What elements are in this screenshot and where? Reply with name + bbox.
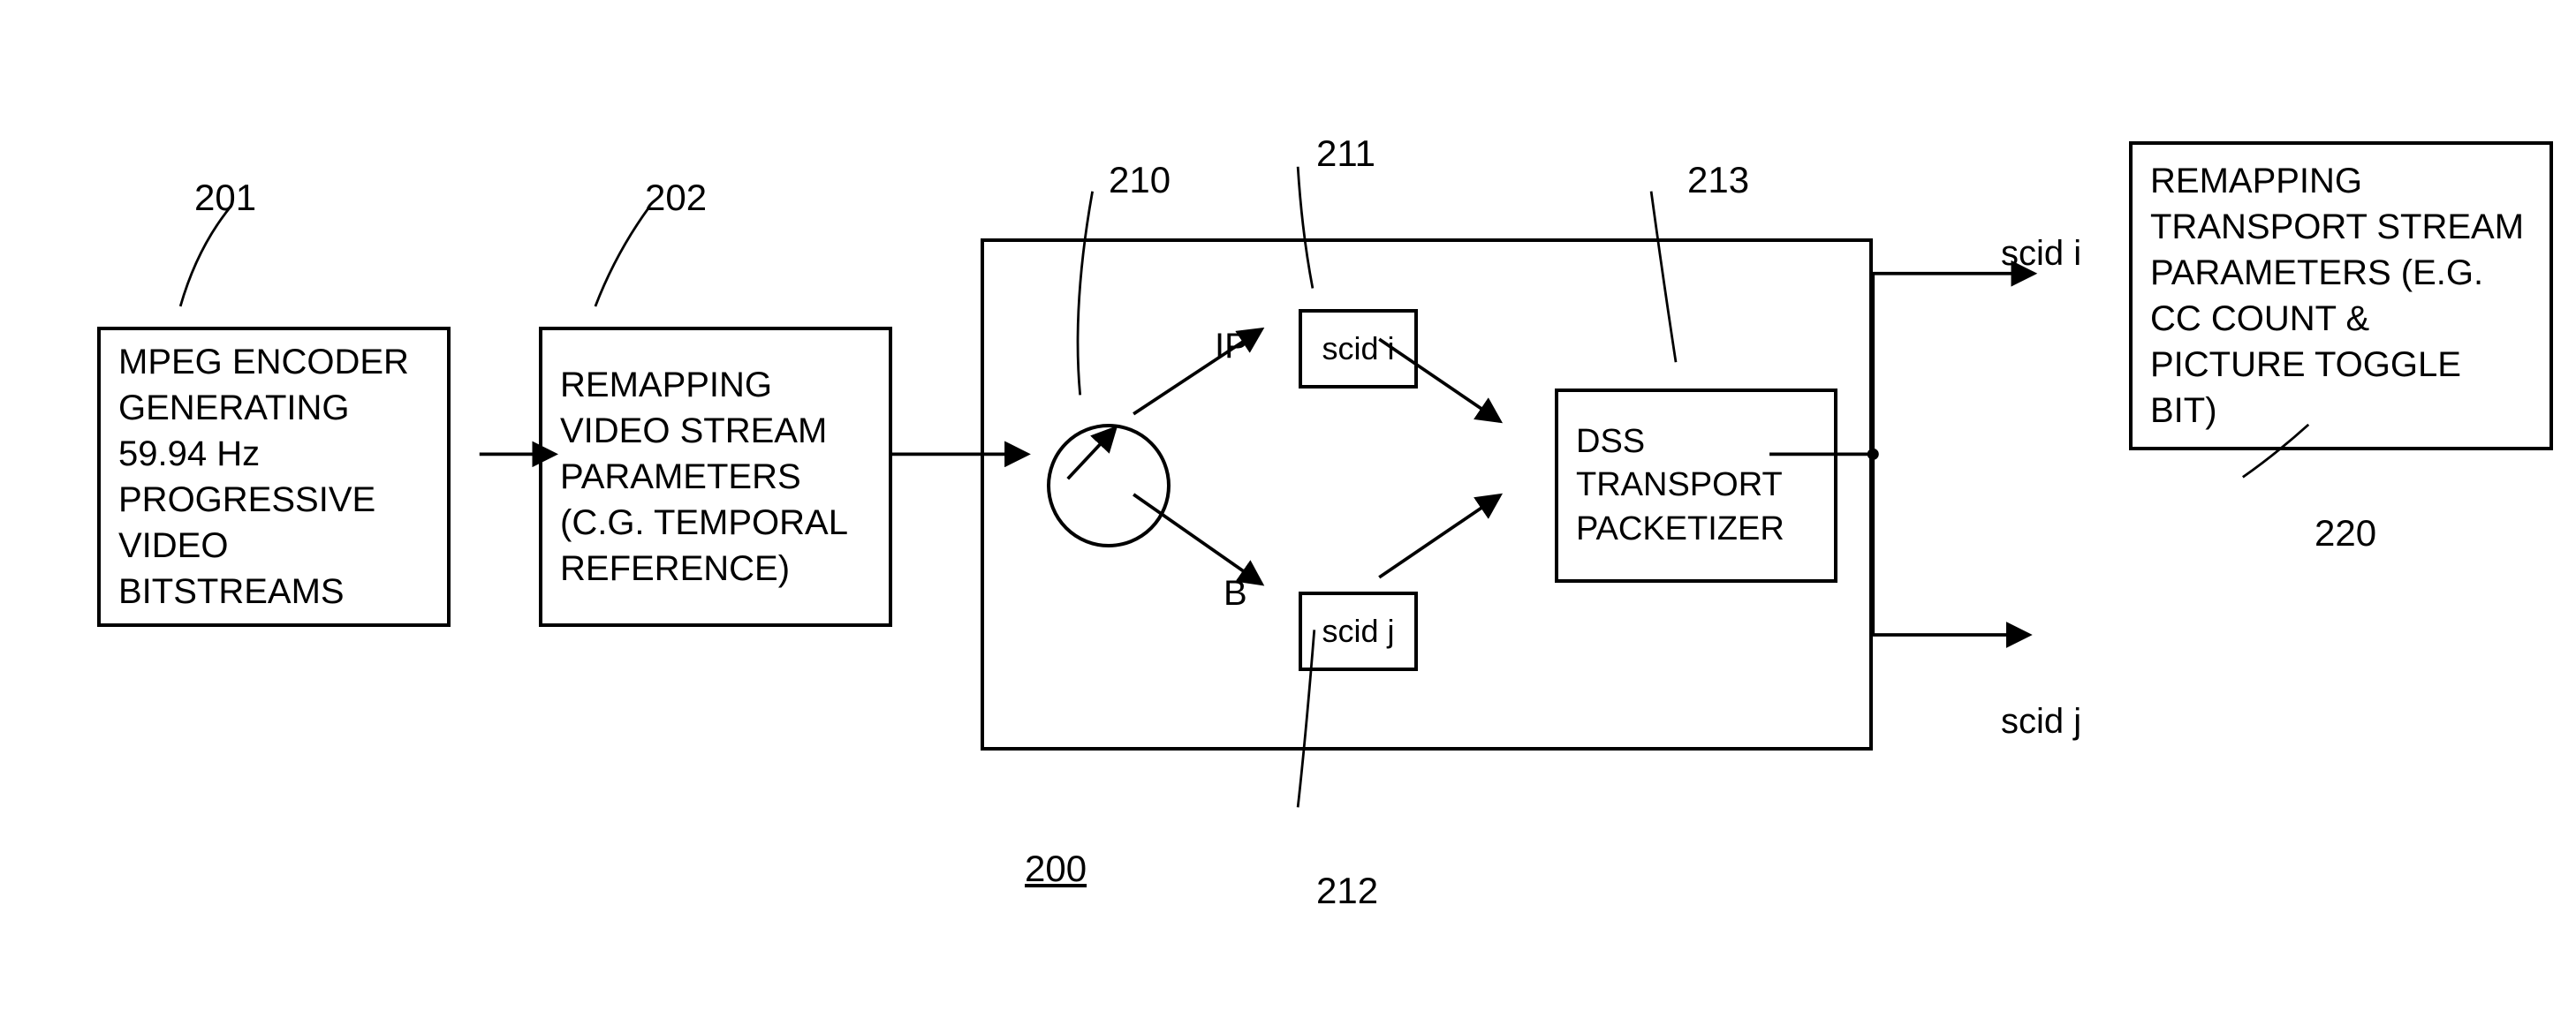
ref-200: 200 [1025,848,1087,890]
mpeg-encoder-block: MPEG ENCODER GENERATING 59.94 Hz PROGRES… [97,327,451,627]
mpeg-encoder-text: MPEG ENCODER GENERATING 59.94 Hz PROGRES… [118,339,429,615]
remap-video-text: REMAPPING VIDEO STREAM PARAMETERS (C.G. … [560,362,871,592]
scid-i-text: scid i [1322,330,1394,367]
packetizer-text: DSS TRANSPORT PACKETIZER [1576,420,1816,551]
b-label: B [1224,574,1247,614]
arrow-out-scidi [1873,274,2034,455]
ref-210: 210 [1109,159,1171,201]
ref-220: 220 [2315,512,2376,555]
out-scid-j-label: scid j [2001,702,2081,742]
ref-212: 212 [1316,870,1378,912]
out-scid-i-label: scid i [2001,234,2081,274]
ref-201: 201 [194,177,256,219]
leader-202 [595,207,648,306]
remap-video-block: REMAPPING VIDEO STREAM PARAMETERS (C.G. … [539,327,892,627]
selector-circle [1047,424,1171,547]
scid-j-text: scid j [1322,613,1394,650]
ref-211: 211 [1316,132,1375,175]
ip-label: IP [1215,327,1248,366]
scid-j-box: scid j [1299,592,1418,671]
remap-transport-text: REMAPPING TRANSPORT STREAM PARAMETERS (E… [2150,158,2532,434]
arrow-out-scidj [1873,454,2029,635]
ref-213: 213 [1687,159,1749,201]
ref-202: 202 [645,177,707,219]
packetizer-block: DSS TRANSPORT PACKETIZER [1555,389,1837,583]
leader-201 [180,207,230,306]
remap-transport-block: REMAPPING TRANSPORT STREAM PARAMETERS (E… [2129,141,2553,450]
block-diagram: MPEG ENCODER GENERATING 59.94 Hz PROGRES… [35,35,2541,976]
scid-i-box: scid i [1299,309,1418,389]
